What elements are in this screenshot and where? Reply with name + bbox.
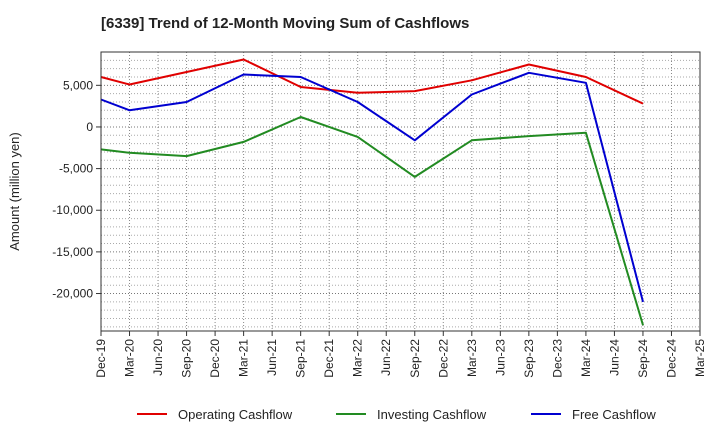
x-tick-label: Dec-19 xyxy=(94,339,108,378)
y-tick-label: -5,000 xyxy=(59,162,93,176)
y-tick-label: 5,000 xyxy=(63,78,93,92)
x-tick-label: Jun-23 xyxy=(493,339,507,376)
x-tick-label: Dec-24 xyxy=(664,339,678,378)
series-layer xyxy=(100,58,644,326)
y-tick-label: -20,000 xyxy=(52,287,93,301)
x-tick-label: Sep-24 xyxy=(636,339,650,378)
x-tick-label: Sep-22 xyxy=(408,339,422,378)
x-tick-label: Jun-20 xyxy=(151,339,165,376)
x-tick-label: Dec-23 xyxy=(550,339,564,378)
x-tick-label: Mar-24 xyxy=(579,339,593,377)
x-tick-label: Jun-24 xyxy=(607,339,621,376)
x-tick-label: Sep-20 xyxy=(180,339,194,378)
legend: Operating Cashflow Investing Cashflow Free… xyxy=(137,407,656,422)
x-tick-label: Sep-21 xyxy=(294,339,308,378)
x-tick-label: Sep-23 xyxy=(522,339,536,378)
x-tick-label: Dec-22 xyxy=(436,339,450,378)
x-tick-label: Mar-22 xyxy=(351,339,365,377)
series-line-operating-cashflow xyxy=(100,58,644,105)
x-tick-label: Dec-20 xyxy=(208,339,222,378)
plot-frame xyxy=(100,51,701,332)
x-tick-label: Dec-21 xyxy=(322,339,336,378)
grid-layer xyxy=(100,51,701,331)
legend-label: Operating Cashflow xyxy=(178,407,293,422)
x-tick-label: Mar-21 xyxy=(237,339,251,377)
x-tick-label: Mar-20 xyxy=(123,339,137,377)
x-tick-label: Mar-25 xyxy=(693,339,707,377)
legend-label: Investing Cashflow xyxy=(377,407,487,422)
x-tick-label: Jun-22 xyxy=(379,339,393,376)
axis-layer: 5,000 0 -5,000 -10,000 -15,000 -20,000 Dec-19 M… xyxy=(7,51,707,378)
y-axis-label: Amount (million yen) xyxy=(7,132,22,251)
y-tick-label: -15,000 xyxy=(52,245,93,259)
legend-label: Free Cashflow xyxy=(572,407,656,422)
series-line-investing-cashflow xyxy=(100,116,644,326)
x-tick-label: Jun-21 xyxy=(265,339,279,376)
x-tick-label: Mar-23 xyxy=(465,339,479,377)
chart-title: [6339] Trend of 12-Month Moving Sum of C… xyxy=(101,15,470,32)
y-tick-label: 0 xyxy=(86,120,93,134)
y-tick-label: -10,000 xyxy=(52,203,93,217)
series-line-free-cashflow xyxy=(100,71,644,303)
